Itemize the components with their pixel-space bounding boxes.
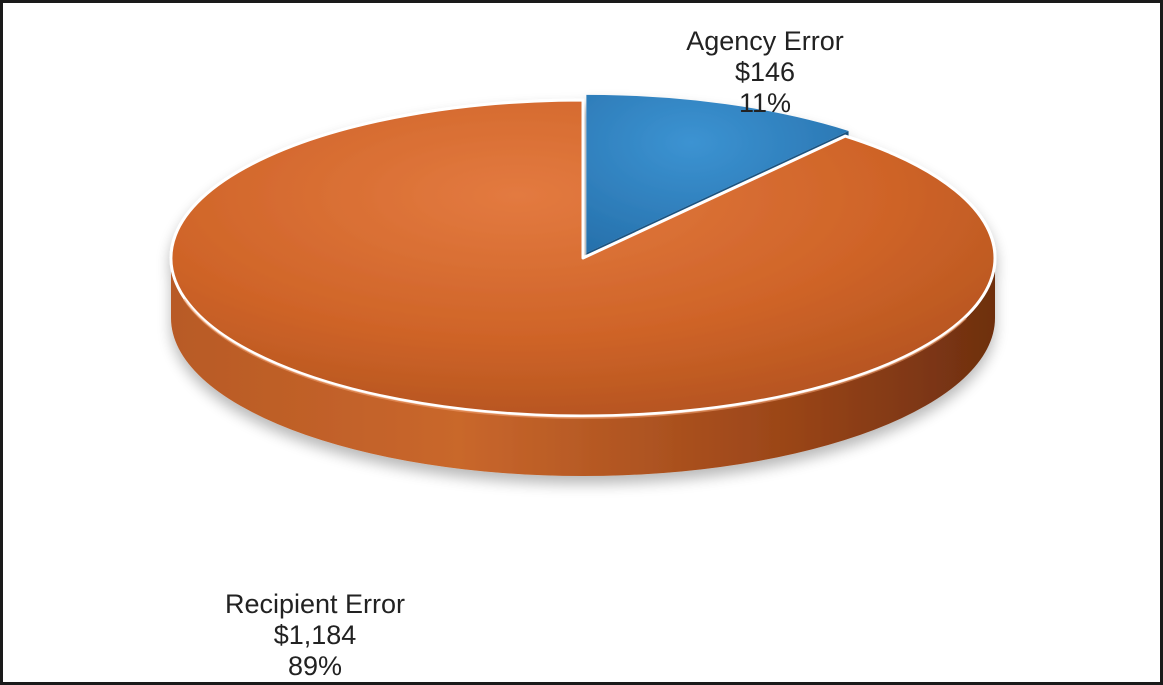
pie-slice-agency-error <box>586 94 849 253</box>
slice-value: $1,184 <box>273 620 357 650</box>
slice-value: $146 <box>734 57 796 87</box>
pie-slice-side-recipient-error <box>171 258 995 476</box>
pie-rim-highlight <box>183 298 967 419</box>
pie-slice-recipient-error <box>169 98 997 418</box>
slice-percent: 11% <box>738 88 792 118</box>
slice-name: Agency Error <box>686 26 844 56</box>
slice-percent: 89% <box>287 651 343 681</box>
slice-label-recipient-error: Recipient Error $1,184 89% <box>140 589 490 682</box>
slice-name: Recipient Error <box>224 589 406 619</box>
slice-label-agency-error: Agency Error $146 11% <box>590 26 940 119</box>
